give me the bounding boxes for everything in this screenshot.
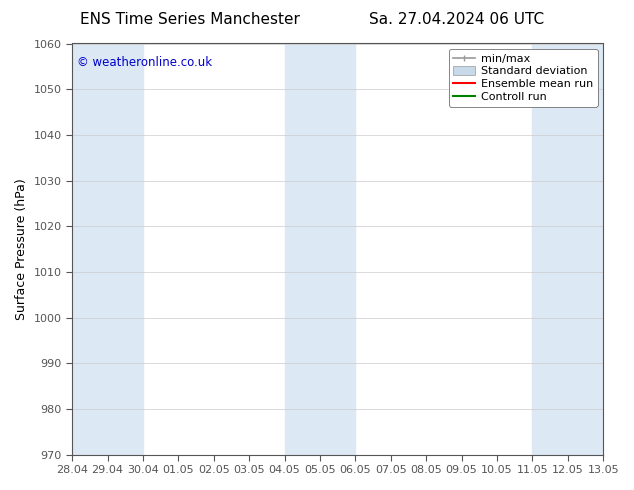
Bar — [568, 44, 603, 455]
Y-axis label: Surface Pressure (hPa): Surface Pressure (hPa) — [15, 178, 28, 320]
Text: Sa. 27.04.2024 06 UTC: Sa. 27.04.2024 06 UTC — [369, 12, 544, 27]
Legend: min/max, Standard deviation, Ensemble mean run, Controll run: min/max, Standard deviation, Ensemble me… — [449, 49, 598, 107]
Bar — [285, 44, 320, 455]
Text: © weatheronline.co.uk: © weatheronline.co.uk — [77, 56, 212, 69]
Bar — [108, 44, 143, 455]
Bar — [72, 44, 108, 455]
Bar — [320, 44, 355, 455]
Bar — [533, 44, 568, 455]
Text: ENS Time Series Manchester: ENS Time Series Manchester — [81, 12, 300, 27]
